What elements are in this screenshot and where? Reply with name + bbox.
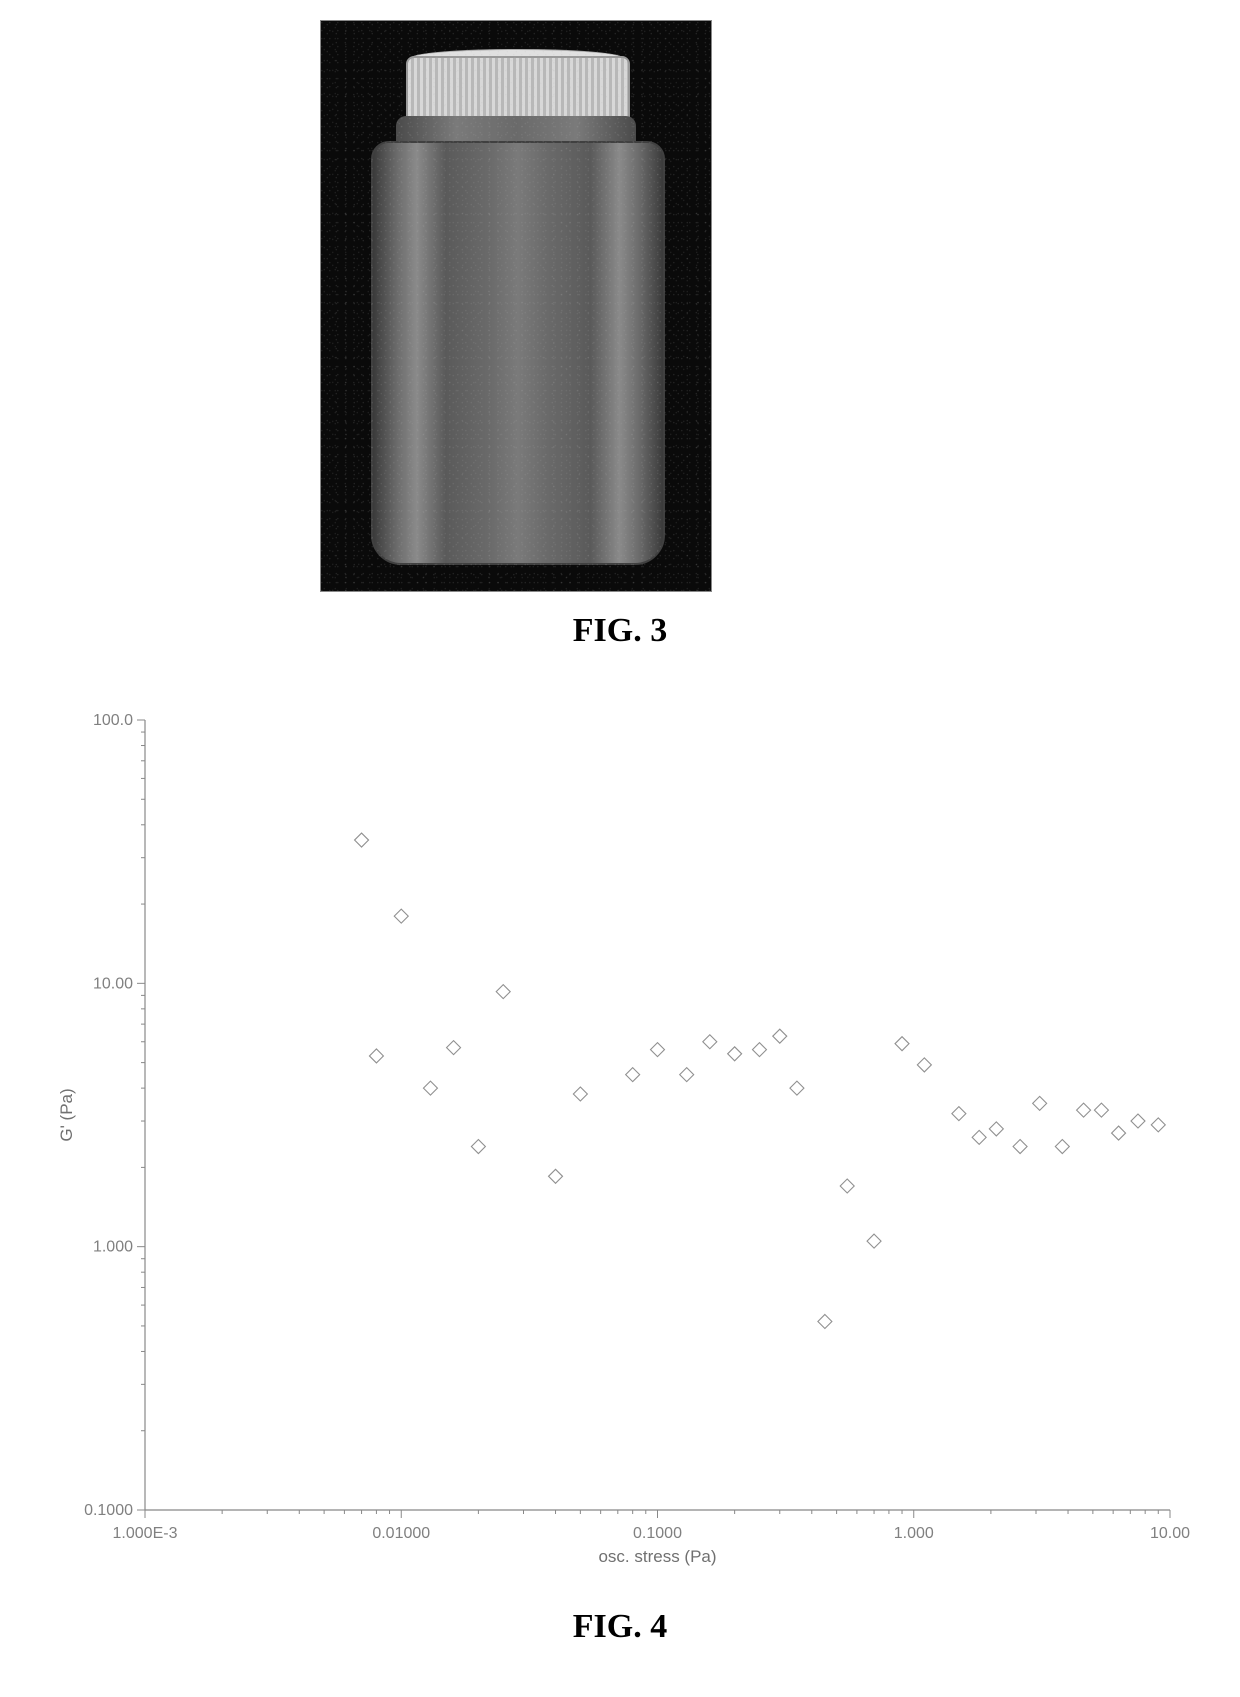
svg-text:0.1000: 0.1000	[633, 1525, 682, 1542]
figure4-caption: FIG. 4	[0, 1608, 1240, 1646]
jar-body	[371, 141, 665, 565]
svg-text:100.0: 100.0	[93, 712, 133, 729]
figure3-caption: FIG. 3	[0, 612, 1240, 650]
figure4-chart: 1.000E-3 0.01000 0.1000 1.000 10.00 0.1000 1.0…	[50, 700, 1190, 1580]
svg-text:osc. stress (Pa): osc. stress (Pa)	[598, 1547, 716, 1566]
svg-text:1.000E-3: 1.000E-3	[113, 1525, 178, 1542]
svg-text:1.000: 1.000	[894, 1525, 934, 1542]
svg-text:10.00: 10.00	[1150, 1525, 1190, 1542]
figure3-image	[320, 20, 712, 592]
svg-text:1.000: 1.000	[93, 1239, 133, 1256]
svg-text:0.01000: 0.01000	[372, 1525, 430, 1542]
svg-text:10.00: 10.00	[93, 975, 133, 992]
page: FIG. 3 1.000E-3 0.01000 0.1000 1.000 10.00 0.…	[0, 0, 1240, 1697]
svg-text:0.1000: 0.1000	[84, 1502, 133, 1519]
scatter-chart-svg: 1.000E-3 0.01000 0.1000 1.000 10.00 0.1000 1.0…	[50, 700, 1190, 1580]
svg-text:G' (Pa): G' (Pa)	[57, 1088, 76, 1141]
